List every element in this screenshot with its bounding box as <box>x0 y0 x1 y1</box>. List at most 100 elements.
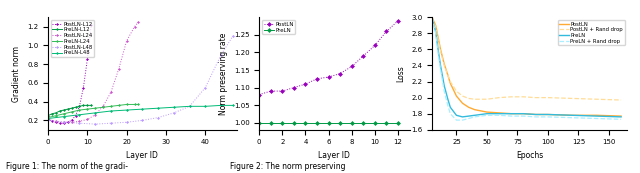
PostLN-L24 <box>60 121 68 123</box>
PreLN-L12 <box>88 104 95 106</box>
PostLN-L12 <box>52 121 60 123</box>
Legend: PostLN, PreLN: PostLN, PreLN <box>262 20 296 34</box>
PostLN + Rand drop <box>568 97 576 99</box>
PostLN-L12 <box>83 58 91 61</box>
PreLN-L48 <box>229 104 237 106</box>
PreLN <box>428 16 436 18</box>
Y-axis label: Gradient norm: Gradient norm <box>12 45 22 102</box>
PreLN-L48 <box>92 112 99 114</box>
PostLN <box>360 55 367 57</box>
PreLN <box>452 114 460 116</box>
PreLN + Rand drop <box>452 119 460 121</box>
PreLN-L24 <box>115 104 123 106</box>
PreLN-L24 <box>44 117 52 119</box>
PostLN-L24 <box>68 121 76 123</box>
Text: Figure 2: The norm preserving: Figure 2: The norm preserving <box>230 162 346 171</box>
PreLN-L12 <box>68 107 76 109</box>
PostLN + Rand drop <box>483 98 491 100</box>
PreLN-L12 <box>76 105 83 107</box>
Line: PostLN + Rand drop: PostLN + Rand drop <box>432 17 621 100</box>
PreLN <box>459 116 467 118</box>
PostLN <box>471 109 479 111</box>
PreLN-L12 <box>83 104 91 106</box>
PostLN <box>568 114 576 116</box>
PostLN <box>593 114 600 116</box>
PreLN-L24 <box>83 108 91 110</box>
PreLN-L48 <box>170 106 178 108</box>
PostLN <box>532 113 540 116</box>
PostLN + Rand drop <box>495 97 503 99</box>
PreLN <box>508 113 515 115</box>
Line: PostLN-L48: PostLN-L48 <box>47 35 234 125</box>
PreLN-L24 <box>99 106 107 108</box>
PreLN <box>568 114 576 116</box>
PreLN <box>278 122 286 124</box>
PostLN + Rand drop <box>465 97 472 99</box>
PostLN <box>483 111 491 113</box>
PreLN + Rand drop <box>436 69 444 71</box>
PostLN + Rand drop <box>444 74 452 76</box>
PreLN-L48 <box>107 110 115 112</box>
PreLN <box>383 122 390 124</box>
PreLN <box>465 115 472 117</box>
PostLN-L12 <box>88 24 95 26</box>
Line: PreLN-L12: PreLN-L12 <box>47 104 92 117</box>
Y-axis label: Norm preserving rate: Norm preserving rate <box>219 32 228 115</box>
PostLN <box>436 48 444 51</box>
PreLN-L12 <box>60 109 68 111</box>
PostLN-L48 <box>107 122 115 124</box>
PostLN <box>459 102 467 104</box>
PostLN-L12 <box>48 120 56 122</box>
PreLN-L48 <box>217 104 225 106</box>
PreLN-L48 <box>139 108 147 110</box>
PostLN + Rand drop <box>452 90 460 92</box>
PreLN <box>435 48 442 51</box>
PreLN-L12 <box>72 106 79 108</box>
PreLN + Rand drop <box>432 32 440 34</box>
PreLN + Rand drop <box>568 117 576 119</box>
PostLN-L48 <box>44 119 52 121</box>
PreLN <box>371 122 379 124</box>
X-axis label: Layer ID: Layer ID <box>127 151 158 160</box>
PreLN-L24 <box>68 111 76 113</box>
PostLN <box>440 63 448 65</box>
PostLN <box>394 20 402 22</box>
PreLN-L48 <box>186 105 193 107</box>
PreLN + Rand drop <box>465 117 472 120</box>
PostLN <box>432 24 440 26</box>
PreLN <box>324 122 332 124</box>
PreLN + Rand drop <box>617 118 625 120</box>
PostLN-L48 <box>123 121 131 123</box>
PreLN + Rand drop <box>444 105 452 107</box>
PreLN <box>394 122 402 124</box>
PreLN <box>267 122 275 124</box>
PreLN <box>301 122 309 124</box>
PostLN + Rand drop <box>440 65 448 67</box>
PreLN + Rand drop <box>440 90 448 92</box>
PreLN <box>532 113 540 116</box>
PreLN-L12 <box>79 104 87 106</box>
PreLN-L24 <box>60 113 68 115</box>
PreLN <box>471 114 479 116</box>
PostLN-L48 <box>217 54 225 56</box>
PostLN + Rand drop <box>471 98 479 100</box>
PostLN-L24 <box>115 68 123 70</box>
PostLN <box>435 36 442 38</box>
PreLN-L24 <box>123 103 131 106</box>
PreLN + Rand drop <box>520 115 527 117</box>
PostLN <box>371 44 379 47</box>
PostLN + Rand drop <box>617 99 625 101</box>
PostLN <box>452 95 460 97</box>
PreLN + Rand drop <box>544 116 552 118</box>
PreLN-L48 <box>44 117 52 120</box>
PostLN-L48 <box>139 119 147 121</box>
PreLN <box>313 122 321 124</box>
PostLN-L24 <box>76 120 83 122</box>
PreLN-L12 <box>52 112 60 114</box>
PostLN + Rand drop <box>447 80 454 83</box>
PreLN <box>432 31 440 33</box>
PreLN <box>483 113 491 115</box>
PostLN <box>520 113 527 115</box>
PreLN <box>255 122 263 124</box>
PostLN + Rand drop <box>459 95 467 97</box>
